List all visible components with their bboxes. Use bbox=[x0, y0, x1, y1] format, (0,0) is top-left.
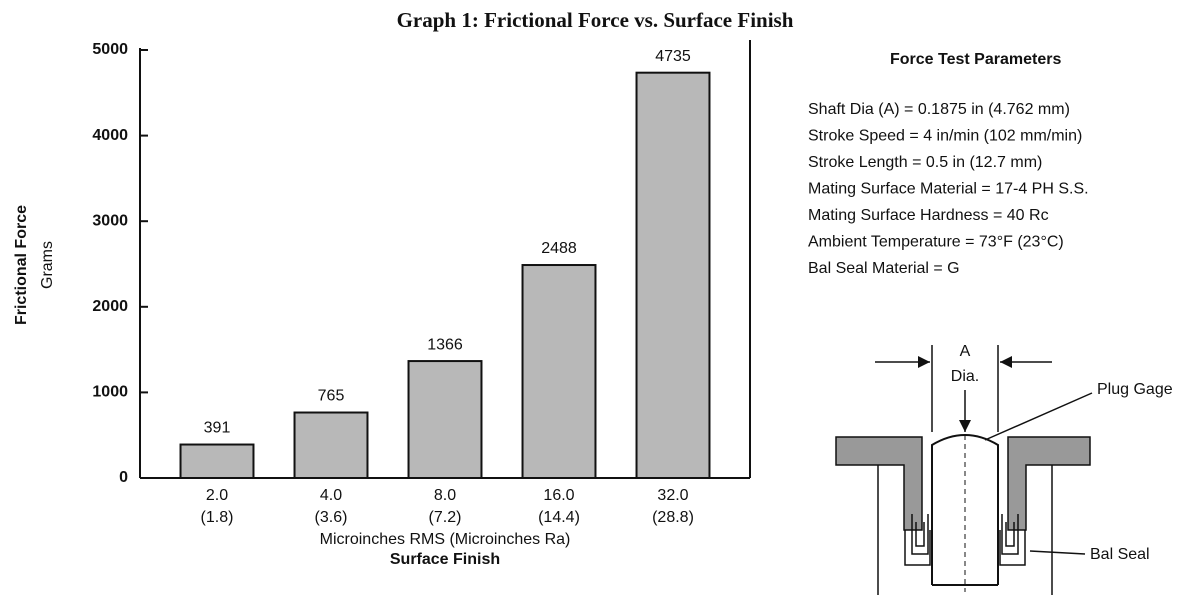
seal-right bbox=[1001, 514, 1019, 555]
seal-groove bbox=[904, 530, 931, 566]
seal-label: Bal Seal bbox=[1090, 546, 1150, 563]
x-tick-label: 32.0 bbox=[657, 487, 688, 504]
bar bbox=[293, 411, 369, 479]
seal-groove bbox=[999, 530, 1026, 566]
y-tick-label: 3000 bbox=[92, 212, 128, 229]
bar bbox=[521, 264, 597, 479]
dimension-label: Dia. bbox=[951, 368, 979, 385]
y-tick-label: 0 bbox=[119, 469, 128, 486]
x-tick-label: 2.0 bbox=[206, 487, 228, 504]
x-tick-label: 8.0 bbox=[434, 487, 456, 504]
plug-label: Plug Gage bbox=[1097, 381, 1173, 398]
x-tick-sublabel: (7.2) bbox=[429, 509, 462, 526]
y-tick-label: 2000 bbox=[92, 298, 128, 315]
x-tick-sublabel: (3.6) bbox=[315, 509, 348, 526]
parameter: Mating Surface Material = 17-4 PH S.S. bbox=[808, 181, 1089, 198]
leader-line bbox=[984, 392, 1093, 441]
parameters-title: Force Test Parameters bbox=[890, 51, 1061, 68]
bar bbox=[179, 443, 255, 479]
value-label: 1366 bbox=[427, 336, 463, 353]
chart-title: Graph 1: Frictional Force vs. Surface Fi… bbox=[397, 8, 794, 32]
parameter: Bal Seal Material = G bbox=[808, 260, 960, 277]
y-axis-label: Grams bbox=[39, 241, 56, 289]
parameter: Ambient Temperature = 73°F (23°C) bbox=[808, 234, 1064, 251]
x-axis-label: Microinches RMS (Microinches Ra) bbox=[320, 531, 571, 548]
housing-left bbox=[835, 436, 923, 531]
x-axis-title: Surface Finish bbox=[390, 551, 500, 568]
value-label: 391 bbox=[204, 420, 231, 437]
parameter: Shaft Dia (A) = 0.1875 in (4.762 mm) bbox=[808, 101, 1070, 118]
y-tick-label: 4000 bbox=[92, 127, 128, 144]
x-tick-label: 16.0 bbox=[543, 487, 574, 504]
x-tick-sublabel: (1.8) bbox=[201, 509, 234, 526]
leader-line bbox=[1029, 550, 1086, 555]
dimension-label: A bbox=[960, 343, 971, 360]
value-label: 2488 bbox=[541, 240, 577, 257]
parameter: Stroke Length = 0.5 in (12.7 mm) bbox=[808, 154, 1042, 171]
x-tick-sublabel: (14.4) bbox=[538, 509, 580, 526]
seal-diagram: A Dia. Plug Gage Bal Seal bbox=[835, 340, 1173, 595]
y-tick-label: 5000 bbox=[92, 41, 128, 58]
value-label: 765 bbox=[318, 388, 345, 405]
parameters: Force Test Parameters Shaft Dia (A) = 0.… bbox=[808, 51, 1089, 277]
y-axis-title: Frictional Force bbox=[13, 205, 30, 325]
value-label: 4735 bbox=[655, 48, 691, 65]
parameter: Mating Surface Hardness = 40 Rc bbox=[808, 207, 1049, 224]
bar bbox=[635, 71, 711, 480]
y-tick-label: 1000 bbox=[92, 384, 128, 401]
label-backdrop bbox=[950, 340, 980, 390]
bar bbox=[407, 360, 483, 480]
parameter: Stroke Speed = 4 in/min (102 mm/min) bbox=[808, 128, 1082, 145]
housing-right bbox=[1007, 436, 1091, 531]
x-tick-sublabel: (28.8) bbox=[652, 509, 694, 526]
seal-left bbox=[911, 514, 929, 555]
x-tick-label: 4.0 bbox=[320, 487, 342, 504]
